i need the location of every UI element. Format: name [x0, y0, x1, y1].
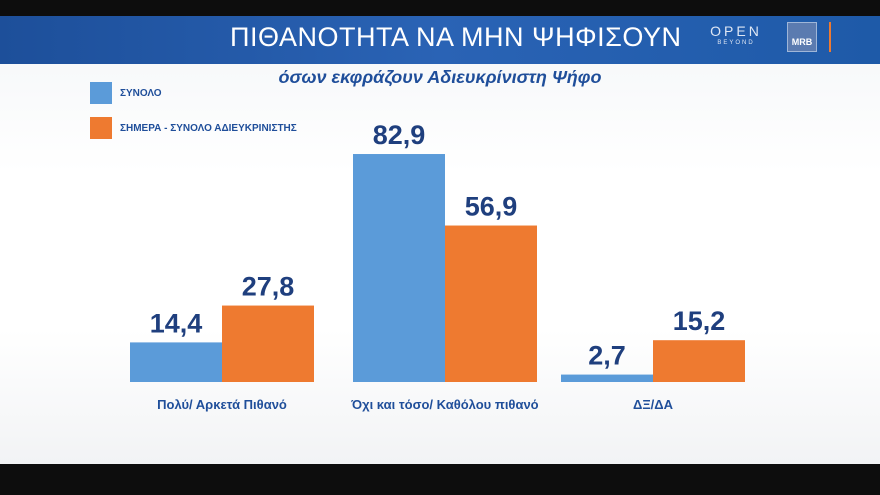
legend-label-series-2: ΣΗΜΕΡΑ - ΣΥΝΟΛΟ ΑΔΙΕΥΚΡΙΝΙΣΤΗΣ	[120, 123, 297, 134]
value-label-series-1-cat-1: 14,4	[150, 308, 203, 338]
bar-series-1-cat-2	[353, 154, 445, 382]
bar-series-2-cat-1	[222, 305, 314, 382]
bar-series-1-cat-3	[561, 374, 653, 382]
bar-series-2-cat-2	[445, 225, 537, 382]
bottom-letterbox	[0, 464, 880, 495]
bar-series-1-cat-1	[130, 342, 222, 382]
category-label-1: Πολύ/ Αρκετά Πιθανό	[157, 397, 287, 412]
value-label-series-2-cat-1: 27,8	[242, 272, 295, 302]
mrb-badge: MRB	[787, 22, 817, 52]
legend-label-series-1: ΣΥΝΟΛΟ	[120, 88, 162, 99]
legend-swatch-series-1	[90, 82, 112, 104]
value-label-series-2-cat-2: 56,9	[465, 192, 518, 222]
top-letterbox	[0, 0, 880, 16]
value-label-series-1-cat-2: 82,9	[373, 120, 426, 150]
logo-main-text: OPEN	[710, 23, 762, 39]
header-bar	[0, 16, 880, 64]
legend-swatch-series-2	[90, 117, 112, 139]
chart-title: όσων εκφράζουν Αδιευκρίνιστη Ψήφο	[278, 67, 602, 87]
value-label-series-2-cat-3: 15,2	[673, 306, 726, 336]
value-label-series-1-cat-3: 2,7	[588, 341, 626, 371]
page-title: ΠΙΘΑΝΟΤΗΤΑ ΝΑ ΜΗΝ ΨΗΦΙΣΟΥΝ	[230, 22, 682, 52]
category-label-3: ΔΞ/ΔΑ	[633, 397, 674, 412]
bar-series-2-cat-3	[653, 340, 745, 382]
category-label-2: Όχι και τόσο/ Καθόλου πιθανό	[350, 397, 538, 412]
open-logo: OPEN BEYOND	[706, 23, 766, 47]
logo-sub-text: BEYOND	[717, 40, 755, 46]
logo-accent-bar	[829, 22, 831, 52]
